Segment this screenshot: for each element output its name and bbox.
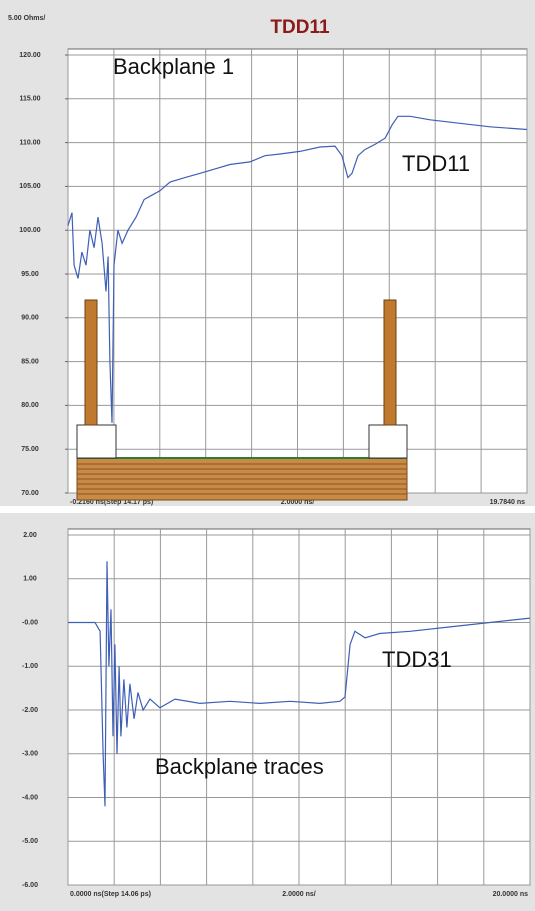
annotation: TDD31 bbox=[382, 647, 452, 672]
y-tick-label: 75.00 bbox=[21, 446, 39, 453]
y-tick-label: 1.00 bbox=[23, 576, 37, 583]
y-tick-label: 95.00 bbox=[21, 271, 39, 278]
trace bbox=[68, 561, 531, 807]
y-tick-label: 90.00 bbox=[21, 315, 39, 322]
y-tick-label: 2.00 bbox=[23, 532, 37, 539]
plots: 5.00 Ohms/70.00 75.00 80.00 85.00 90.00 95.00… bbox=[8, 15, 531, 898]
x-tick-label: -0.2160 ns(Step 14.17 ps) bbox=[70, 499, 153, 506]
y-tick-label: -6.00 bbox=[22, 882, 38, 889]
annotation: TDD11 bbox=[402, 151, 470, 176]
x-scale-label: 2.0000 ns/ bbox=[281, 499, 315, 506]
y-tick-label: -1.00 bbox=[22, 663, 38, 670]
chart-title: TDD11 bbox=[270, 17, 330, 38]
x-tick-label: 19.7840 ns bbox=[490, 499, 526, 506]
y-scale-label: 5.00 Ohms/ bbox=[8, 15, 45, 22]
y-tick-label: 100.00 bbox=[19, 227, 41, 234]
y-tick-label: -3.00 bbox=[22, 751, 38, 758]
trace bbox=[67, 115, 527, 423]
y-tick-label: -2.00 bbox=[22, 707, 38, 714]
y-tick-label: 85.00 bbox=[21, 358, 39, 365]
annotation: Backplane traces bbox=[155, 754, 324, 779]
annotation: Backplane 1 bbox=[113, 54, 234, 79]
y-tick-label: 120.00 bbox=[19, 52, 41, 59]
y-tick-label: 110.00 bbox=[19, 139, 40, 146]
y-tick-label: -0.00 bbox=[22, 619, 38, 626]
y-tick-label: 70.00 bbox=[21, 490, 39, 497]
y-tick-label: 115.00 bbox=[19, 96, 40, 103]
y-tick-label: -5.00 bbox=[22, 838, 38, 845]
y-tick-label: 105.00 bbox=[19, 183, 41, 190]
x-tick-label: 20.0000 ns bbox=[493, 891, 529, 898]
backplane-drawing bbox=[76, 299, 408, 501]
y-tick-label: -4.00 bbox=[22, 794, 38, 801]
y-tick-label: 80.00 bbox=[21, 402, 39, 409]
x-tick-label: 0.0000 ns(Step 14.06 ps) bbox=[70, 891, 151, 898]
x-scale-label: 2.0000 ns/ bbox=[282, 891, 316, 898]
